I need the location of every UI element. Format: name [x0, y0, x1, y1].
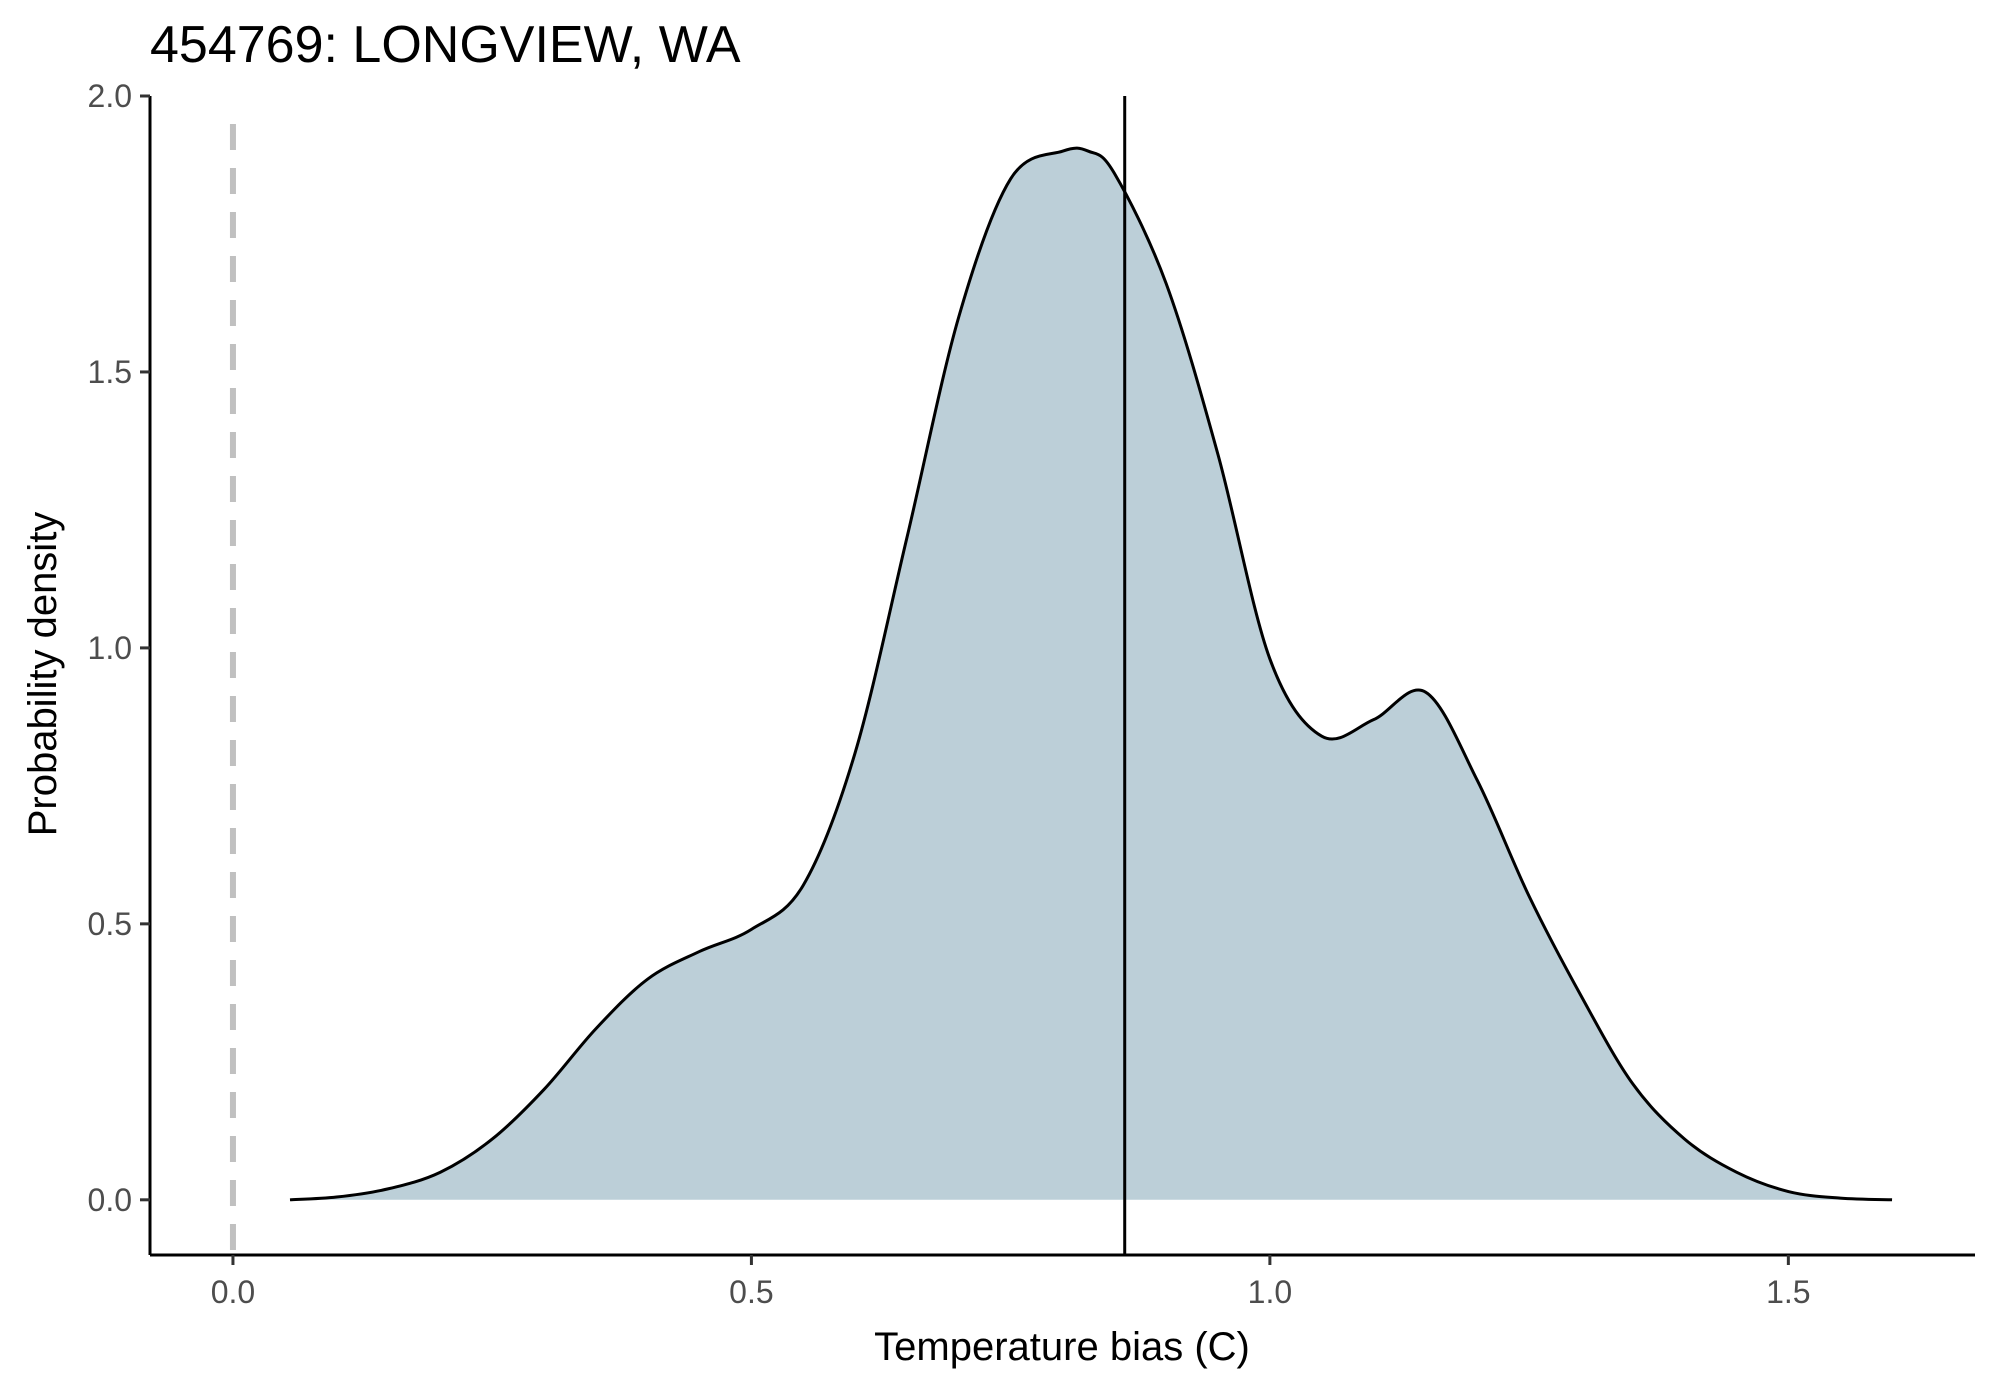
density-area	[289, 148, 1893, 1200]
y-axis-title: Probability density	[21, 512, 65, 837]
y-tick-label: 0.5	[88, 906, 132, 942]
chart-title: 454769: LONGVIEW, WA	[150, 16, 741, 74]
axes: 0.0 0.5 1.0 1.5 0.0 0.5 1.0 1.5 2.0	[88, 78, 1975, 1310]
y-tick-label: 1.0	[88, 630, 132, 666]
plot-area	[229, 96, 1893, 1255]
y-tick-label: 1.5	[88, 354, 132, 390]
y-tick-label: 2.0	[88, 78, 132, 114]
x-axis-title: Temperature bias (C)	[874, 1325, 1250, 1369]
density-curve	[289, 146, 1893, 1202]
y-tick-label: 0.0	[88, 1182, 132, 1218]
x-tick-label: 0.0	[211, 1274, 255, 1310]
x-tick-label: 1.5	[1766, 1274, 1810, 1310]
x-tick-label: 0.5	[729, 1274, 773, 1310]
x-tick-label: 1.0	[1248, 1274, 1292, 1310]
